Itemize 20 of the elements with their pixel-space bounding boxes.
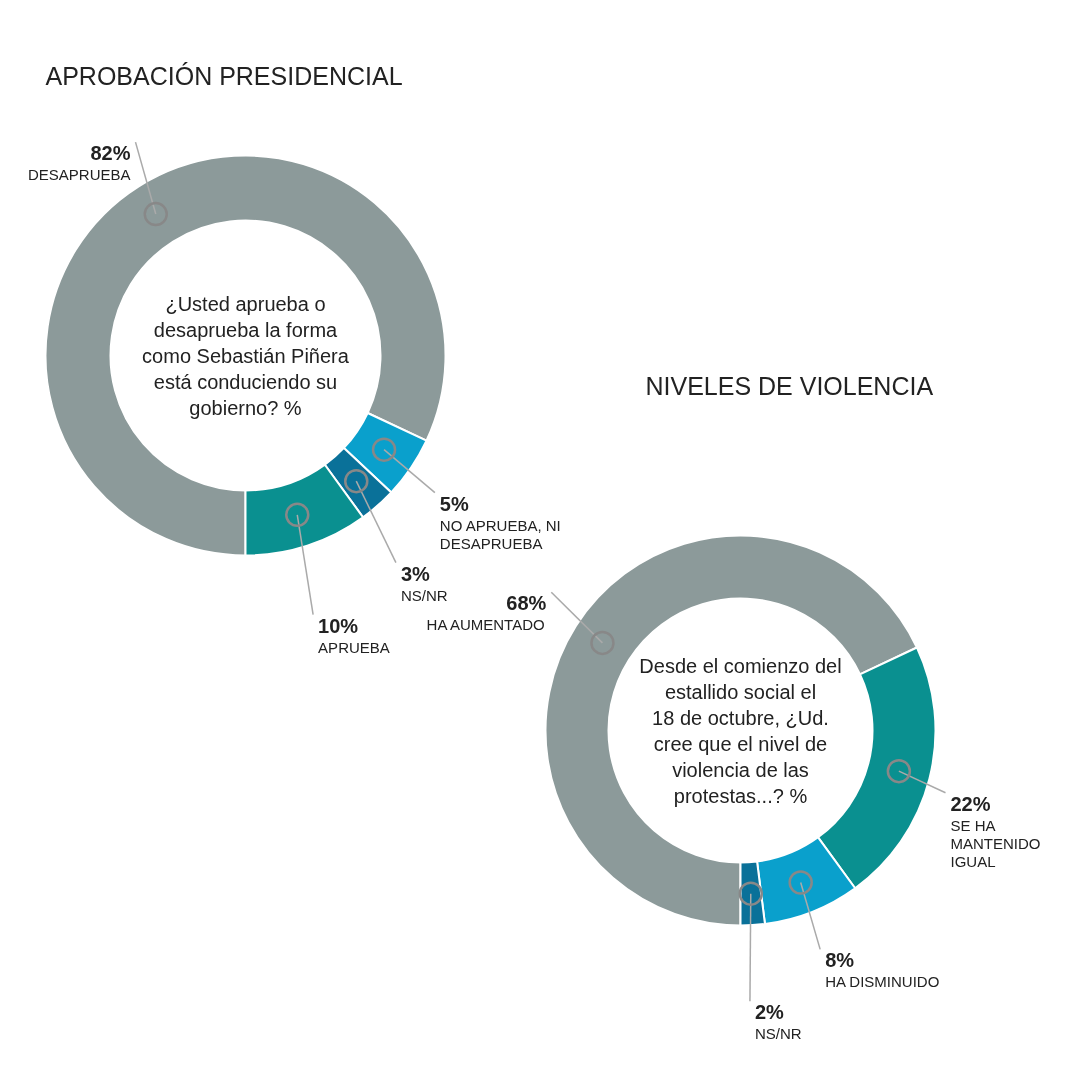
slice-label: SE HA MANTENIDO IGUAL — [950, 816, 1041, 870]
text: ¿Usted aprueba o desaprueba la forma como Sebastián Piñera está conduciendo su gobierno? % — [142, 292, 350, 419]
slice-label: APRUEBA — [318, 638, 390, 656]
data-label: 82% — [90, 142, 131, 165]
text: Desde el comienzo del estallido social el 18 de octubre, ¿Ud. cree que el nivel de violencia de las protestas...? % — [639, 654, 842, 807]
slice-label: NS/NR — [754, 1025, 802, 1043]
data-label: 8% — [825, 949, 855, 972]
slice-label: HA DISMINUIDO — [825, 973, 940, 991]
data-label: 68% — [506, 592, 547, 615]
slice-label: NO APRUEBA, NI DESAPRUEBA — [439, 516, 561, 552]
slice-label: NS/NR — [400, 586, 448, 604]
chart-title: NIVELES DE VIOLENCIA — [645, 371, 934, 400]
slice-label: DESAPRUEBA — [27, 166, 131, 184]
chart-title: APROBACIÓN PRESIDENCIAL — [45, 61, 403, 90]
slice-label: HA AUMENTADO — [426, 616, 545, 634]
data-label: 10% — [318, 614, 359, 637]
data-label: 3% — [400, 562, 431, 585]
data-label: 22% — [950, 792, 991, 815]
data-label: 5% — [439, 492, 469, 515]
data-label: 2% — [754, 1001, 785, 1024]
